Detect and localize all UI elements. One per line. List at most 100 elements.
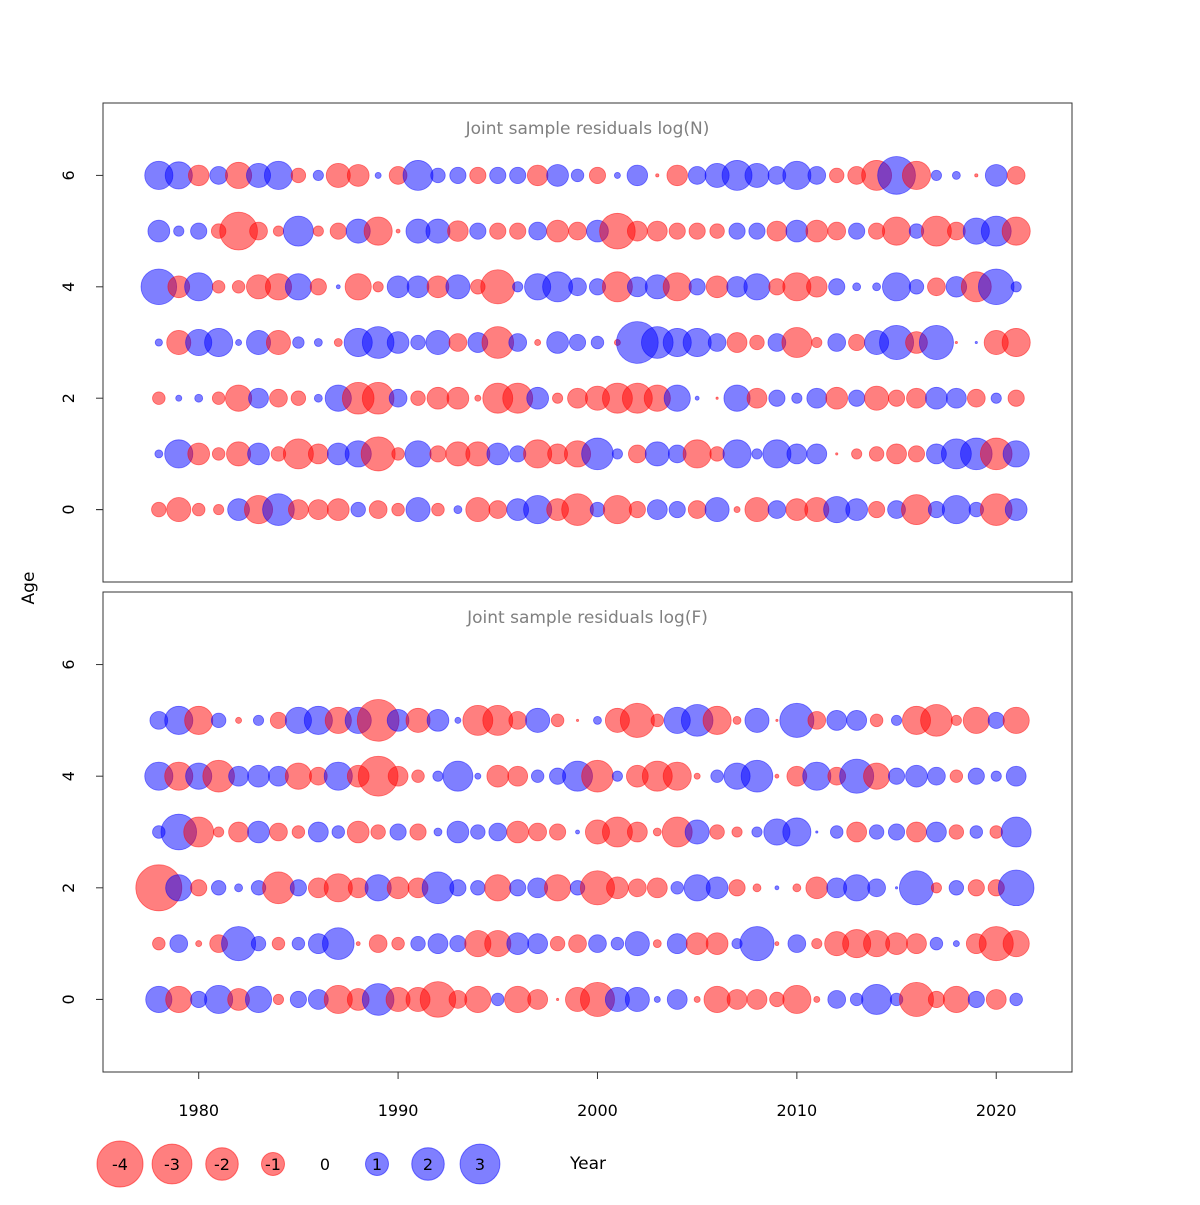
bubble-age4-2017 xyxy=(927,766,946,786)
bubble-age1-2005 xyxy=(682,439,712,469)
bubble-age1-1978 xyxy=(154,449,164,459)
bubble-age4-1982 xyxy=(228,765,249,787)
bubble-age1-2001 xyxy=(611,448,623,460)
bubble-age3-1997 xyxy=(528,822,547,842)
bubble-age2-2004 xyxy=(663,384,691,412)
bubble-age0-2005 xyxy=(687,500,707,519)
legend-label: -4 xyxy=(112,1155,128,1174)
bubble-age1-2003 xyxy=(652,939,662,949)
bubble-age1-1978 xyxy=(152,936,166,951)
bubble-age4-2011 xyxy=(806,276,828,298)
bubble-age4-2005 xyxy=(688,278,706,296)
x-axis: 1980 1990 2000 2010 2020 xyxy=(178,1071,1017,1120)
bubble-age6-2001 xyxy=(613,171,621,179)
bubble-age5-1980 xyxy=(190,222,208,240)
bubble-age4-2015 xyxy=(882,272,912,302)
bubble-age2-2021 xyxy=(1007,389,1025,407)
bubble-age4-1990 xyxy=(387,765,409,787)
bubble-age5-1998 xyxy=(550,713,565,728)
bubble-age4-2021 xyxy=(1005,765,1027,787)
bubble-age5-2021 xyxy=(1002,706,1030,734)
bubble-age3-1995 xyxy=(488,822,508,842)
bubble-age4-2018 xyxy=(949,769,964,783)
bubble-age0-2008 xyxy=(744,497,770,523)
bubble-age6-1991 xyxy=(402,160,434,191)
panel-frame xyxy=(102,102,1073,583)
bubble-age5-2009 xyxy=(766,220,788,242)
bubble-age4-1993 xyxy=(442,760,474,792)
bubble-age1-2000 xyxy=(581,437,614,471)
bubble-age0-1988 xyxy=(350,501,366,518)
bubble-age1-2017 xyxy=(929,936,944,951)
bubble-age1-1992 xyxy=(427,933,449,954)
x-tick-label: 1990 xyxy=(378,1101,419,1120)
bubble-age0-2017 xyxy=(927,990,945,1008)
bubble-age6-1995 xyxy=(489,166,507,184)
bubble-age1-2008 xyxy=(751,448,763,460)
bubble-age5-1999 xyxy=(568,221,587,241)
bubble-age4-2015 xyxy=(888,767,906,785)
bubble-age3-1983 xyxy=(247,820,270,844)
bubble-age2-2011 xyxy=(805,876,829,900)
bubble-age2-1979 xyxy=(165,874,193,902)
bubble-age2-2010 xyxy=(791,392,803,404)
bubble-age4-1996 xyxy=(507,765,529,787)
bubble-age1-1989 xyxy=(368,934,388,953)
y-tick-label: 0 xyxy=(59,994,78,1004)
bubble-age0-2007 xyxy=(726,989,748,1010)
bubble-age5-2003 xyxy=(646,220,668,242)
bubble-age5-1992 xyxy=(426,709,450,732)
bubble-age1-2013 xyxy=(851,448,863,460)
bubble-age5-2014 xyxy=(869,713,884,728)
bubble-age0-1992 xyxy=(431,502,445,517)
bubble-age2-2021 xyxy=(997,869,1035,907)
bubble-age3-1981 xyxy=(204,328,234,357)
bubble-age5-2013 xyxy=(846,710,868,731)
bubble-age0-1999 xyxy=(561,493,594,526)
bubble-age1-1994 xyxy=(465,441,491,467)
legend-bubble xyxy=(205,1147,239,1181)
bubble-age6-1996 xyxy=(509,166,527,184)
bubble-age1-1997 xyxy=(527,933,549,954)
bubble-age1-2000 xyxy=(588,934,607,953)
bubble-age5-1980 xyxy=(184,705,214,735)
bubble-age2-2017 xyxy=(930,882,942,894)
bubble-age2-1978 xyxy=(152,391,166,405)
legend-bubble xyxy=(261,1152,285,1176)
bubble-age3-1984 xyxy=(269,822,288,842)
bubble-age5-1982 xyxy=(235,716,243,724)
bubble-age2-2013 xyxy=(848,389,866,407)
bubble-age0-2013 xyxy=(845,498,868,521)
bubble-age2-2005 xyxy=(694,395,700,401)
bubble-age5-2005 xyxy=(688,222,706,240)
legend-label: -1 xyxy=(265,1155,281,1174)
bubble-age2-1991 xyxy=(410,390,426,406)
bubble-age5-1985 xyxy=(283,215,314,247)
bubble-age4-1989 xyxy=(372,281,384,293)
bubble-age3-2012 xyxy=(830,825,844,839)
bubble-age3-1984 xyxy=(265,330,291,355)
bubble-age1-2006 xyxy=(709,446,725,462)
bubble-age0-2014 xyxy=(861,984,892,1015)
bubble-age4-1983 xyxy=(247,764,270,788)
bubble-age1-1984 xyxy=(271,936,286,951)
bubble-age5-1993 xyxy=(447,220,469,242)
legend-label: 3 xyxy=(475,1155,485,1174)
bubble-age5-1991 xyxy=(405,707,431,733)
bubble-age4-1982 xyxy=(231,280,246,294)
bubble-age2-2018 xyxy=(948,880,965,896)
bubble-age4-2020 xyxy=(990,770,1002,782)
bubble-age3-2012 xyxy=(827,333,847,352)
bubble-age1-1989 xyxy=(360,436,396,472)
bubble-age3-1978 xyxy=(154,338,163,347)
bubble-age4-2014 xyxy=(872,282,881,292)
bubble-age2-1990 xyxy=(386,876,410,900)
bubble-age5-1995 xyxy=(482,704,514,736)
bubble-age2-1996 xyxy=(509,879,527,897)
bubble-age2-1992 xyxy=(426,386,450,410)
bubble-age4-2008 xyxy=(743,273,771,301)
bubble-age1-2011 xyxy=(811,938,823,950)
bubble-age1-1990 xyxy=(391,936,405,951)
bubble-age3-1993 xyxy=(448,333,468,352)
